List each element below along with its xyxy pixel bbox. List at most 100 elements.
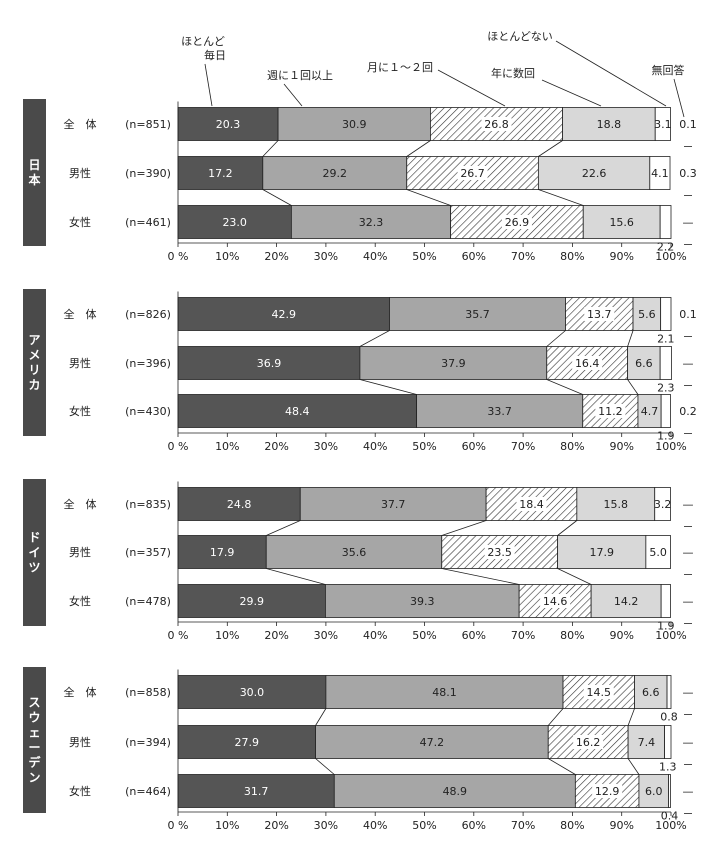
- legend-leader-line: [204, 63, 213, 107]
- data-label: 11.2: [598, 405, 623, 418]
- data-label: 24.8: [227, 498, 252, 511]
- legend-leader-line: [437, 69, 506, 107]
- country-label: ン: [28, 771, 40, 785]
- data-label: 48.9: [443, 785, 468, 798]
- country-label: ス: [28, 696, 40, 710]
- sample-size-label: (n=858): [125, 686, 171, 699]
- data-label: 1.9: [657, 620, 675, 633]
- legend-label: ほとんど: [181, 35, 225, 48]
- connector-line: [627, 330, 634, 347]
- sample-size-label: (n=851): [125, 118, 171, 131]
- row-label: 女性: [69, 784, 91, 798]
- legend-leader-line: [555, 40, 667, 107]
- x-tick-label: 100%: [655, 629, 686, 642]
- connector-line: [546, 379, 583, 395]
- data-label: 29.9: [239, 595, 264, 608]
- row-label: 全 体: [64, 117, 97, 131]
- bar-segment: [645, 535, 671, 569]
- bar-segment: [660, 584, 671, 618]
- sample-size-label: (n=390): [125, 167, 171, 180]
- data-label: 26.9: [505, 216, 530, 229]
- sample-size-label: (n=835): [125, 498, 171, 511]
- chart-groups: 日本全 体 (n=851) 20.3 30.9 26.8 18.8 3.1 0.1男性 (n=3…: [23, 99, 697, 832]
- data-label: 6.0: [645, 785, 663, 798]
- x-tick-label: 50%: [412, 819, 436, 832]
- legend-label: 月に１～２回: [367, 61, 433, 74]
- data-label-backing: [573, 735, 604, 749]
- x-tick-label: 10%: [215, 629, 239, 642]
- data-label: 14.6: [543, 595, 568, 608]
- x-tick-label: 100%: [655, 440, 686, 453]
- bar-segment: [659, 205, 672, 239]
- row-label: 男性: [69, 735, 91, 749]
- country-label: イ: [28, 546, 40, 560]
- x-tick-label: 80%: [560, 440, 584, 453]
- connector-line: [547, 708, 564, 726]
- connector-line: [627, 379, 639, 395]
- data-label: 4.7: [641, 405, 659, 418]
- country-label-box: [23, 479, 46, 626]
- x-tick-label: 10%: [215, 440, 239, 453]
- data-label: 31.7: [244, 785, 269, 798]
- data-label: 4.1: [651, 167, 669, 180]
- bar-segment: [634, 675, 668, 709]
- bar-segment: [359, 346, 548, 380]
- chart-group: ドイツ 全 体 (n=835) 24.8 37.7 18.4 15.8 3.2 — 男性 (n=35…: [23, 479, 694, 642]
- data-label-backing: [481, 117, 512, 131]
- data-label: —: [683, 546, 694, 559]
- bar-segment: [664, 725, 672, 759]
- data-label: 35.7: [465, 308, 490, 321]
- row-label: 全 体: [64, 307, 97, 321]
- data-label: 16.2: [576, 736, 601, 749]
- data-label: 1.3: [659, 761, 677, 774]
- connector-line: [627, 708, 635, 726]
- x-tick-label: 40%: [363, 250, 387, 263]
- x-tick-label: 90%: [609, 440, 633, 453]
- x-tick-label: 70%: [511, 819, 535, 832]
- data-label: 3.1: [654, 118, 672, 131]
- data-label: 17.9: [589, 546, 614, 559]
- connector-line: [266, 568, 326, 585]
- row-label: 全 体: [64, 685, 97, 699]
- x-tick-label: 0 %: [168, 629, 189, 642]
- country-label-box: [23, 667, 46, 813]
- bar-segment: [277, 107, 431, 141]
- data-label: 37.9: [441, 357, 466, 370]
- data-label: 2.2: [657, 241, 675, 254]
- x-tick-label: 10%: [215, 250, 239, 263]
- bar-segment: [177, 205, 292, 239]
- connector-line: [359, 379, 417, 395]
- data-label-backing: [583, 685, 614, 699]
- data-label: 0.8: [660, 711, 678, 724]
- legend-leader-line: [673, 78, 685, 118]
- bar-segment: [537, 156, 651, 190]
- bar-segment: [582, 205, 661, 239]
- data-label: —: [683, 736, 694, 749]
- bar-segment: [627, 725, 665, 759]
- x-tick-label: 50%: [412, 629, 436, 642]
- x-tick-label: 30%: [314, 819, 338, 832]
- x-tick-label: 10%: [215, 819, 239, 832]
- connector-line: [315, 758, 335, 775]
- sample-size-label: (n=357): [125, 546, 171, 559]
- data-label: —: [683, 498, 694, 511]
- connector-line: [441, 568, 520, 585]
- legend-leader-line: [541, 79, 602, 107]
- data-label: 2.1: [657, 333, 675, 346]
- data-label-backing: [501, 215, 532, 229]
- data-label: 0.3: [679, 167, 697, 180]
- bar-segment: [177, 107, 279, 141]
- data-label-backing: [516, 497, 547, 511]
- data-label: 5.0: [649, 546, 667, 559]
- data-label: 6.6: [642, 686, 660, 699]
- bar-segment: [177, 394, 418, 428]
- data-label: 0.1: [679, 308, 697, 321]
- bar-segment: [649, 156, 671, 190]
- x-tick-label: 80%: [560, 250, 584, 263]
- data-label: 0.2: [679, 405, 697, 418]
- country-label: ド: [28, 531, 40, 545]
